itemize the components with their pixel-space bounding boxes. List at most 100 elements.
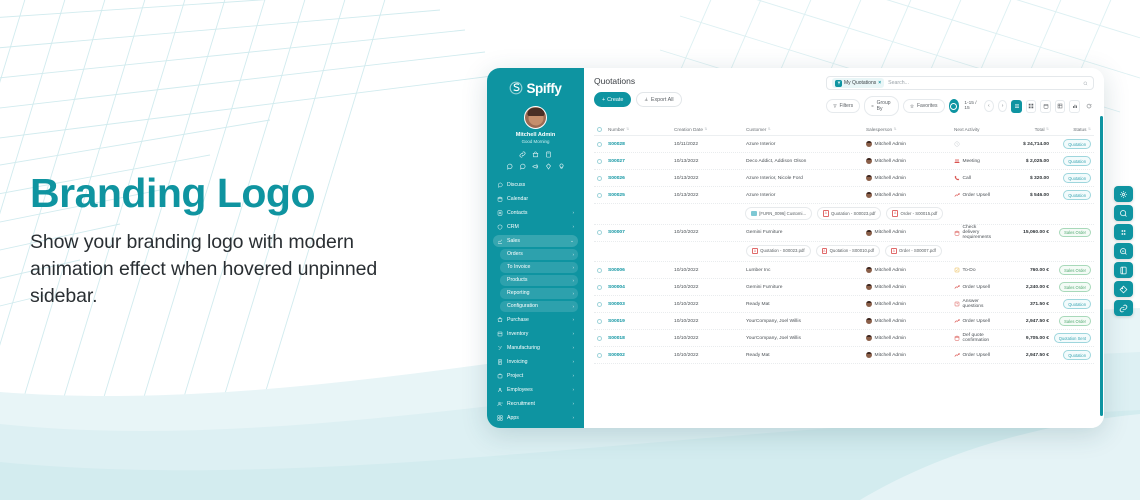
sidebar-item-products[interactable]: Products › — [500, 275, 578, 286]
sidebar-item-inventory[interactable]: Inventory › — [493, 328, 578, 340]
sidebar-item-invoicing[interactable]: Invoicing › — [493, 356, 578, 368]
cell-next-activity[interactable]: Meeting — [954, 158, 993, 164]
search-facet[interactable]: My Quotations × — [832, 78, 885, 88]
cell-next-activity[interactable]: Answer questions — [954, 299, 993, 309]
sidebar-item-contacts[interactable]: Contacts › — [493, 207, 578, 219]
message-icon[interactable] — [519, 163, 526, 170]
group-by-button[interactable]: Group By — [864, 96, 900, 116]
cell-number[interactable]: S00025 — [608, 192, 625, 198]
sidebar-item-manufacturing[interactable]: Manufacturing › — [493, 342, 578, 354]
attachment-chip[interactable]: A Order - S00007.pdf — [885, 244, 942, 257]
attachment-chip[interactable]: A Order - S00015.pdf — [886, 207, 944, 220]
header-customer[interactable]: Customer ⇅ — [746, 126, 771, 132]
calendar-view-icon[interactable] — [1040, 99, 1051, 113]
graph-view-icon[interactable] — [1069, 99, 1080, 113]
cell-number[interactable]: S00006 — [608, 267, 625, 273]
cell-next-activity[interactable]: Order Upsell — [954, 318, 993, 324]
sidebar-item-project[interactable]: Project › — [493, 370, 578, 382]
link-tool-button[interactable] — [1114, 300, 1133, 316]
select-all-checkbox[interactable] — [597, 126, 608, 132]
header-salesperson[interactable]: Salesperson ⇅ — [866, 126, 897, 132]
cell-next-activity[interactable]: Def quote confirmation — [954, 333, 993, 343]
table-row[interactable]: S00018 10/10/2022 YourCompany, Joel Willis… — [594, 330, 1094, 347]
header-number[interactable]: Number ⇅ — [608, 126, 630, 132]
chat-icon[interactable] — [506, 163, 513, 170]
cell-number[interactable]: S00028 — [608, 141, 625, 147]
cell-next-activity[interactable]: Order Upsell — [954, 284, 993, 290]
sidebar-item-purchase[interactable]: Purchase › — [493, 314, 578, 326]
record-count-indicator[interactable] — [948, 99, 960, 113]
table-row[interactable]: S00006 10/10/2022 Lumber Inc Mitchell Admin… — [594, 262, 1094, 279]
sidebar-item-reporting[interactable]: Reporting › — [500, 288, 578, 299]
drag-handle-tool-button[interactable] — [1114, 224, 1133, 240]
row-checkbox[interactable] — [597, 192, 608, 198]
sidebar-item-recruitment[interactable]: Recruitment › — [493, 398, 578, 410]
calculator-icon[interactable] — [545, 151, 552, 158]
cell-number[interactable]: S00026 — [608, 175, 625, 181]
cell-number[interactable]: S00027 — [608, 158, 625, 164]
attachment-chip[interactable]: A Quotation - S00023.pdf — [817, 207, 882, 220]
table-row[interactable]: S00027 10/13/2022 Deco Addict, Addison Ols… — [594, 153, 1094, 170]
lightbulb-icon[interactable] — [558, 163, 565, 170]
brand-logo[interactable]: Spiffy — [487, 77, 584, 99]
favorites-button[interactable]: Favorites — [903, 99, 945, 113]
cell-next-activity[interactable]: To-Do — [954, 267, 993, 273]
sidebar-item-orders[interactable]: Orders › — [500, 249, 578, 260]
search-tool-button[interactable] — [1114, 205, 1133, 221]
table-row[interactable]: S00003 10/10/2022 Ready Mat Mitchell Admin A… — [594, 296, 1094, 313]
row-checkbox[interactable] — [597, 284, 608, 290]
sidebar-item-crm[interactable]: CRM › — [493, 221, 578, 233]
attachment-chip[interactable]: [FURN_0096] Customi... — [744, 207, 813, 220]
row-checkbox[interactable] — [597, 335, 608, 341]
cell-number[interactable]: S00019 — [608, 318, 625, 324]
sidebar-item-configuration[interactable]: Configuration › — [500, 301, 578, 312]
pivot-view-icon[interactable] — [1054, 99, 1066, 113]
list-view-icon[interactable] — [1011, 99, 1022, 113]
cell-number[interactable]: S00002 — [608, 352, 625, 358]
cell-next-activity[interactable] — [954, 141, 993, 147]
row-checkbox[interactable] — [597, 175, 608, 181]
sidebar-item-employees[interactable]: Employees › — [493, 384, 578, 396]
filters-button[interactable]: Filters — [826, 99, 861, 113]
row-checkbox[interactable] — [597, 141, 608, 147]
prev-page-button[interactable]: ‹ — [983, 100, 994, 112]
attachment-chip[interactable]: A Quotation - S00023.pdf — [746, 244, 811, 257]
table-row[interactable]: S00025 10/13/2022 Azure Interior Mitchell A… — [594, 187, 1094, 204]
table-row[interactable]: S00002 10/10/2022 Ready Mat Mitchell Admin O… — [594, 347, 1094, 364]
sidebar-item-settings[interactable]: Settings› — [493, 426, 578, 428]
row-checkbox[interactable] — [597, 318, 608, 324]
zoom-tool-button[interactable] — [1114, 243, 1133, 259]
link-icon[interactable] — [519, 151, 526, 158]
search-input[interactable]: Search... — [888, 80, 909, 86]
create-button[interactable]: + Create — [594, 92, 632, 107]
kanban-view-icon[interactable] — [1025, 99, 1037, 113]
header-next-activity[interactable]: Next Activity — [954, 126, 980, 132]
cell-number[interactable]: S00018 — [608, 335, 625, 341]
row-checkbox[interactable] — [597, 301, 608, 307]
cell-number[interactable]: S00003 — [608, 301, 625, 307]
header-status[interactable]: Status ⇅ — [1073, 126, 1091, 132]
megaphone-icon[interactable] — [532, 163, 539, 170]
row-checkbox[interactable] — [597, 230, 608, 235]
search-bar[interactable]: My Quotations × Search... — [826, 76, 1094, 90]
avatar[interactable] — [524, 106, 547, 129]
gift-icon[interactable] — [545, 163, 552, 170]
table-row[interactable]: S00007 10/10/2022 Gemini Furniture Mitchell… — [594, 224, 1094, 242]
export-all-button[interactable]: Export All — [636, 92, 682, 107]
search-icon[interactable] — [1083, 81, 1088, 86]
row-checkbox[interactable] — [597, 158, 608, 164]
row-checkbox[interactable] — [597, 352, 608, 358]
cell-next-activity[interactable]: Order Upsell — [954, 352, 993, 358]
bag-icon[interactable] — [532, 151, 539, 158]
book-tool-button[interactable] — [1114, 262, 1133, 278]
table-row[interactable]: S00028 10/11/2022 Azure Interior Mitchell A… — [594, 136, 1094, 153]
user-block[interactable]: Mitchell Admin Good Morning — [487, 106, 584, 144]
sidebar-item-apps[interactable]: Apps › — [493, 412, 578, 424]
tag-tool-button[interactable] — [1114, 281, 1133, 297]
settings-gear-tool-button[interactable] — [1114, 186, 1133, 202]
cell-number[interactable]: S00004 — [608, 284, 625, 290]
header-total[interactable]: Total ⇅ — [1034, 126, 1049, 132]
activity-view-icon[interactable] — [1083, 99, 1094, 113]
header-creation-date[interactable]: Creation Date ⇅ — [674, 126, 708, 132]
vertical-scrollbar[interactable] — [1099, 116, 1103, 416]
